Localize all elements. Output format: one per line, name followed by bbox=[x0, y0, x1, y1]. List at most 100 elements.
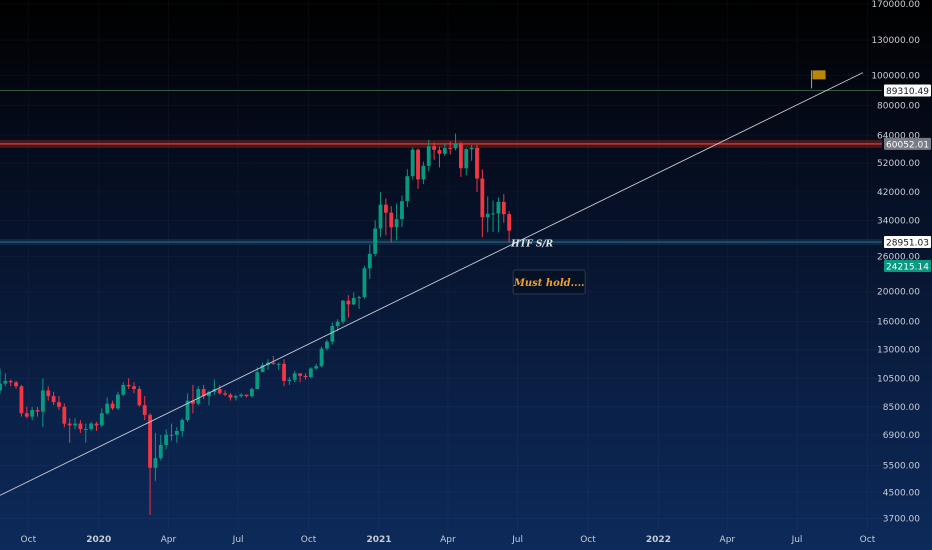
candle-body bbox=[191, 400, 195, 404]
flag-icon bbox=[812, 70, 826, 80]
candle-body bbox=[164, 434, 169, 445]
candle-body bbox=[99, 413, 104, 426]
candle-body bbox=[496, 201, 501, 214]
y-tick-label: 20000.00 bbox=[877, 288, 920, 298]
candle-body bbox=[308, 368, 313, 378]
candle-body bbox=[432, 146, 437, 150]
x-tick-label: 2020 bbox=[86, 535, 111, 545]
price-tag-label: 24215.14 bbox=[886, 262, 929, 272]
trend-layer bbox=[0, 72, 864, 496]
candle-body bbox=[148, 414, 152, 468]
candle-body bbox=[271, 362, 276, 364]
candle-body bbox=[19, 386, 24, 414]
trend-line[interactable] bbox=[0, 72, 864, 496]
candle-body bbox=[89, 423, 94, 430]
candle-body bbox=[448, 148, 453, 150]
candle-body bbox=[249, 389, 254, 397]
candle-body bbox=[501, 201, 506, 215]
candle-body bbox=[276, 363, 281, 365]
x-tick-label: Apr bbox=[440, 535, 456, 545]
price-tag bbox=[884, 137, 931, 150]
candle-body bbox=[325, 341, 329, 349]
candle-body bbox=[485, 213, 490, 218]
candle-body bbox=[458, 143, 463, 169]
candle-body bbox=[132, 386, 136, 390]
candle-body bbox=[346, 300, 351, 305]
candle-body bbox=[421, 165, 426, 180]
candle-body bbox=[180, 420, 185, 431]
annotation-layer: HTF S/R Must hold.... bbox=[510, 239, 586, 295]
price-tags: 89310.49 60052.01 28951.03 24215.14 bbox=[884, 84, 931, 272]
y-tick-label: 16000.00 bbox=[877, 318, 920, 328]
y-tick-label: 10500.00 bbox=[877, 374, 920, 384]
candle-body bbox=[14, 382, 18, 387]
y-tick-label: 6900.00 bbox=[883, 431, 920, 441]
candle-body bbox=[169, 434, 174, 436]
candle-body bbox=[335, 321, 340, 326]
candle-body bbox=[126, 384, 131, 387]
candle-body bbox=[105, 403, 110, 414]
candle-body bbox=[83, 429, 88, 431]
candle-body bbox=[110, 403, 115, 409]
candle-body bbox=[62, 406, 67, 424]
candle-body bbox=[260, 364, 265, 373]
candle-body bbox=[378, 204, 383, 229]
annotation-box bbox=[512, 269, 586, 295]
y-tick-label: 52000.00 bbox=[877, 159, 920, 169]
x-axis: Oct 2020 Apr Jul Oct 2021 Apr Jul Oct 2022 Apr Jul O… bbox=[21, 535, 876, 545]
candle-body bbox=[142, 405, 147, 415]
candle-body bbox=[57, 402, 61, 407]
candle-body bbox=[357, 297, 361, 299]
candle-body bbox=[298, 373, 303, 376]
price-tag-label: 60052.01 bbox=[886, 140, 929, 150]
candle-body bbox=[30, 409, 35, 417]
must-hold-label: Must hold.... bbox=[513, 278, 585, 289]
level-layer bbox=[0, 89, 882, 245]
candle-body bbox=[3, 380, 8, 384]
candle-body bbox=[400, 201, 404, 220]
candle-body bbox=[185, 400, 190, 421]
grid-layer bbox=[0, 0, 882, 530]
y-tick-label: 34000.00 bbox=[877, 216, 920, 226]
candle-body bbox=[410, 149, 415, 177]
candle-body bbox=[491, 213, 495, 215]
candle-body bbox=[303, 375, 308, 378]
price-tag bbox=[884, 84, 931, 97]
candle-body bbox=[341, 300, 345, 322]
candle-body bbox=[389, 212, 394, 228]
candle-body bbox=[475, 147, 479, 179]
candle-body bbox=[233, 396, 238, 398]
candle-body bbox=[201, 389, 206, 397]
candle-body bbox=[394, 219, 399, 228]
candle-body bbox=[115, 394, 120, 409]
candle-body bbox=[373, 228, 378, 254]
y-tick-label: 80000.00 bbox=[877, 101, 920, 111]
candle-body bbox=[453, 143, 458, 149]
candle-body bbox=[196, 389, 201, 404]
candle-body bbox=[314, 366, 319, 369]
candle-body bbox=[464, 149, 469, 169]
candle-body bbox=[292, 373, 297, 380]
candle-body bbox=[73, 423, 77, 426]
candle-body bbox=[24, 413, 29, 417]
x-tick-label: Oct bbox=[580, 535, 596, 545]
candle-body bbox=[351, 297, 356, 305]
x-tick-label: Jul bbox=[791, 535, 803, 545]
candle-body bbox=[207, 391, 211, 397]
candle-body bbox=[67, 423, 72, 426]
candle-body bbox=[121, 384, 126, 395]
candle-body bbox=[153, 458, 158, 468]
y-tick-label: 3700.00 bbox=[883, 515, 920, 525]
candle-body bbox=[437, 149, 442, 154]
candle-body bbox=[0, 383, 2, 391]
candle-layer bbox=[0, 133, 512, 516]
candle-body bbox=[94, 423, 99, 426]
candle-body bbox=[282, 363, 286, 381]
candle-body bbox=[223, 393, 228, 395]
y-tick-label: 170000.00 bbox=[871, 0, 920, 10]
candle-body bbox=[319, 348, 324, 367]
y-tick-label: 4500.00 bbox=[883, 488, 920, 498]
y-tick-label: 5500.00 bbox=[883, 461, 920, 471]
candle-body bbox=[217, 389, 222, 394]
